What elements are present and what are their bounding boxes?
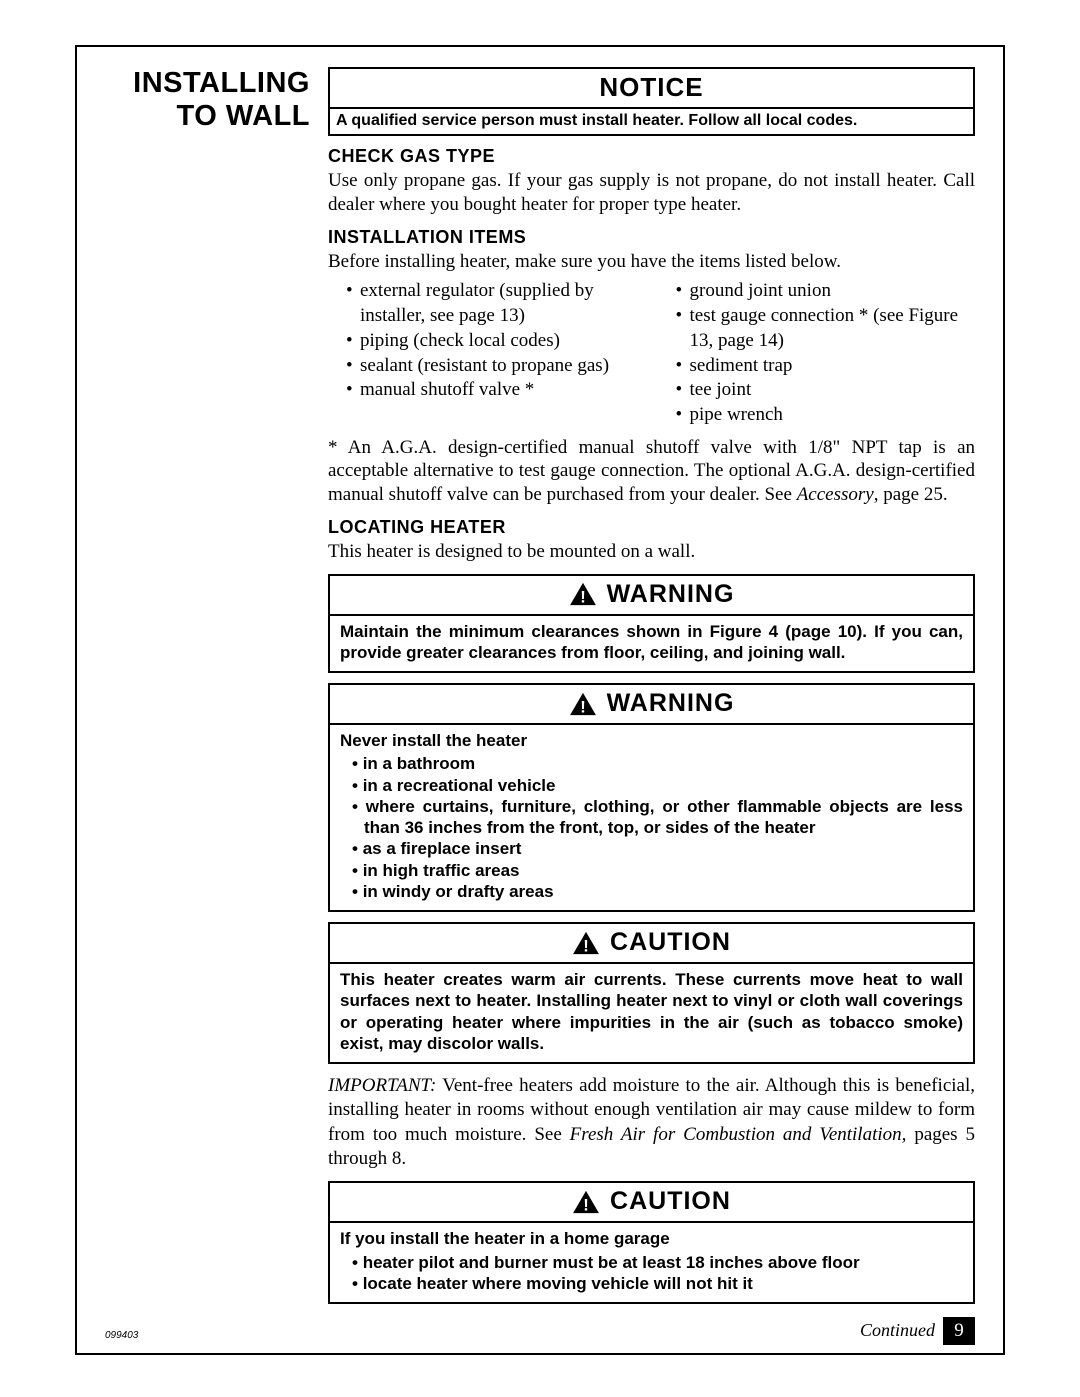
warning-lead: Never install the heater <box>340 730 963 751</box>
notice-title: NOTICE <box>330 69 973 109</box>
list-item: • locate heater where moving vehicle wil… <box>340 1273 963 1294</box>
list-item: • where curtains, furniture, clothing, o… <box>340 796 963 839</box>
svg-text:!: ! <box>583 936 589 955</box>
svg-text:!: ! <box>580 587 586 606</box>
warning-box-2: ! WARNING Never install the heater • in … <box>328 683 975 912</box>
install-items-footnote: * An A.G.A. design-certified manual shut… <box>328 436 975 507</box>
page-frame: INSTALLING TO WALL NOTICE A qualified se… <box>75 45 1005 1355</box>
warning-icon: ! <box>569 692 597 716</box>
list-item: • heater pilot and burner must be at lea… <box>340 1252 963 1273</box>
side-heading: INSTALLING TO WALL <box>105 67 310 134</box>
list-item: • in a bathroom <box>340 753 963 774</box>
page-footer: 099403 Continued 9 <box>77 1315 1003 1345</box>
side-heading-line2: TO WALL <box>177 100 310 132</box>
caution-body: If you install the heater in a home gara… <box>330 1223 973 1302</box>
list-item: • in high traffic areas <box>340 860 963 881</box>
caution-title: CAUTION <box>610 928 731 957</box>
page-number: 9 <box>943 1317 975 1345</box>
warning-box-1: ! WARNING Maintain the minimum clearance… <box>328 574 975 674</box>
main-column: NOTICE A qualified service person must i… <box>328 67 975 1304</box>
notice-box: NOTICE A qualified service person must i… <box>328 67 975 136</box>
side-heading-column: INSTALLING TO WALL <box>105 67 310 1304</box>
warning-icon: ! <box>572 1190 600 1214</box>
warning-title: WARNING <box>607 689 735 718</box>
install-items-list: •external regulator (supplied by install… <box>328 279 975 427</box>
install-items-heading: INSTALLATION ITEMS <box>328 227 975 248</box>
warning-head: ! WARNING <box>330 576 973 616</box>
svg-text:!: ! <box>580 697 586 716</box>
install-items-col1: •external regulator (supplied by install… <box>346 279 646 427</box>
warning-icon: ! <box>569 582 597 606</box>
side-heading-line1: INSTALLING <box>133 67 310 99</box>
list-item: • in windy or drafty areas <box>340 881 963 902</box>
caution-body: This heater creates warm air currents. T… <box>330 964 973 1062</box>
warning-body: Maintain the minimum clearances shown in… <box>330 616 973 672</box>
important-note: IMPORTANT: Vent-free heaters add moistur… <box>328 1074 975 1171</box>
list-item: •ground joint union <box>676 279 976 304</box>
list-item: •sediment trap <box>676 354 976 379</box>
notice-body: A qualified service person must install … <box>330 109 973 134</box>
check-gas-heading: CHECK GAS TYPE <box>328 146 975 167</box>
list-item: • as a fireplace insert <box>340 838 963 859</box>
warning-icon: ! <box>572 931 600 955</box>
locating-heading: LOCATING HEATER <box>328 517 975 538</box>
list-item: •test gauge connection * (see Figure 13,… <box>676 304 976 353</box>
caution-title: CAUTION <box>610 1187 731 1216</box>
list-item: •manual shutoff valve * <box>346 378 646 403</box>
install-items-intro: Before installing heater, make sure you … <box>328 250 975 274</box>
svg-text:!: ! <box>583 1195 589 1214</box>
list-item: • in a recreational vehicle <box>340 775 963 796</box>
caution-lead: If you install the heater in a home gara… <box>340 1228 963 1249</box>
warning-head: ! WARNING <box>330 685 973 725</box>
doc-number: 099403 <box>105 1330 138 1341</box>
list-item: •tee joint <box>676 378 976 403</box>
install-items-col2: •ground joint union •test gauge connecti… <box>676 279 976 427</box>
check-gas-body: Use only propane gas. If your gas supply… <box>328 169 975 217</box>
caution-box-2: ! CAUTION If you install the heater in a… <box>328 1181 975 1304</box>
caution-head: ! CAUTION <box>330 1183 973 1223</box>
list-item: •external regulator (supplied by install… <box>346 279 646 328</box>
list-item: •pipe wrench <box>676 403 976 428</box>
warning-title: WARNING <box>607 580 735 609</box>
locating-body: This heater is designed to be mounted on… <box>328 540 975 564</box>
caution-box-1: ! CAUTION This heater creates warm air c… <box>328 922 975 1064</box>
warning-body: Never install the heater • in a bathroom… <box>330 725 973 910</box>
layout: INSTALLING TO WALL NOTICE A qualified se… <box>105 67 975 1304</box>
list-item: •sealant (resistant to propane gas) <box>346 354 646 379</box>
list-item: •piping (check local codes) <box>346 329 646 354</box>
continued-label: Continued <box>860 1320 935 1341</box>
caution-head: ! CAUTION <box>330 924 973 964</box>
